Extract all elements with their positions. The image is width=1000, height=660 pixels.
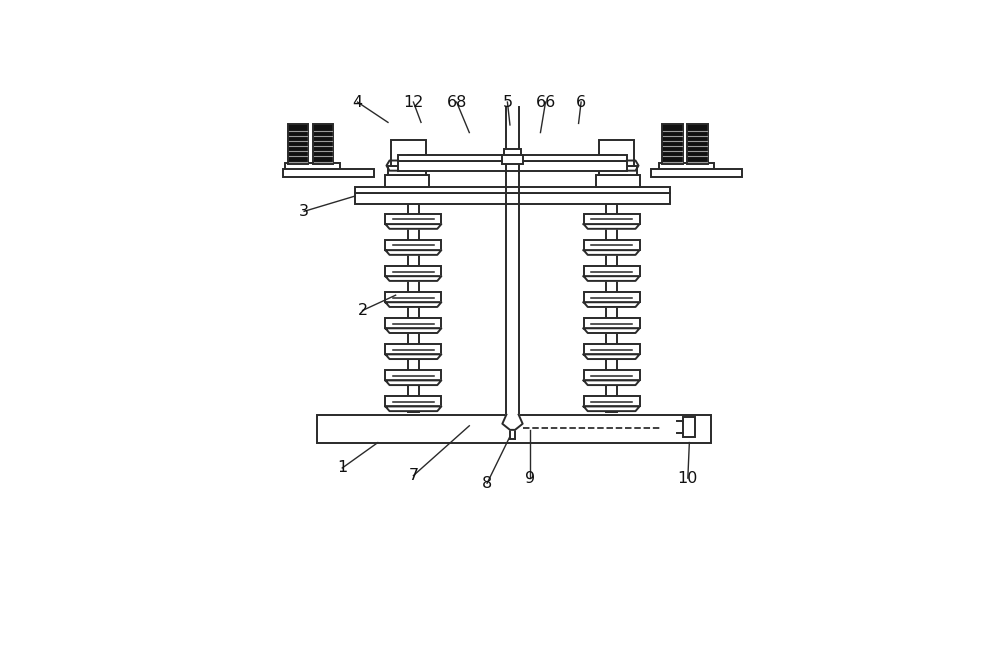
Bar	[408, 204, 419, 412]
Bar	[313, 125, 333, 164]
Polygon shape	[385, 328, 441, 333]
Bar	[584, 214, 640, 224]
Polygon shape	[584, 302, 640, 307]
Bar	[385, 175, 429, 187]
Bar	[283, 169, 374, 177]
Bar	[584, 396, 640, 407]
Polygon shape	[584, 354, 640, 359]
Text: 6: 6	[576, 94, 586, 110]
Polygon shape	[385, 407, 441, 411]
Bar	[355, 193, 670, 204]
Bar	[385, 266, 441, 277]
Bar	[385, 292, 441, 302]
Polygon shape	[502, 414, 523, 430]
Bar	[599, 140, 634, 166]
Bar	[504, 148, 521, 155]
Bar	[584, 344, 640, 354]
Polygon shape	[584, 250, 640, 255]
Polygon shape	[584, 380, 640, 385]
Text: 7: 7	[408, 468, 418, 483]
Bar	[355, 187, 670, 193]
Bar	[659, 162, 714, 170]
Polygon shape	[584, 277, 640, 281]
Text: 3: 3	[299, 204, 309, 219]
Bar	[385, 344, 441, 354]
Bar	[391, 140, 426, 166]
Polygon shape	[385, 380, 441, 385]
Bar	[683, 417, 695, 438]
Bar	[285, 162, 340, 170]
Bar	[687, 125, 708, 164]
Polygon shape	[385, 224, 441, 229]
Polygon shape	[584, 328, 640, 333]
Bar	[584, 370, 640, 380]
Polygon shape	[385, 277, 441, 281]
Bar	[651, 169, 742, 177]
Bar	[288, 125, 308, 164]
Text: 68: 68	[446, 94, 467, 110]
Bar	[599, 166, 637, 175]
Bar	[385, 318, 441, 328]
Text: 5: 5	[502, 94, 512, 110]
Polygon shape	[385, 354, 441, 359]
Bar	[385, 396, 441, 407]
Bar	[502, 155, 523, 164]
Bar	[606, 204, 617, 412]
Bar	[398, 160, 627, 171]
Text: 66: 66	[535, 94, 556, 110]
Bar	[385, 370, 441, 380]
Bar	[398, 156, 627, 160]
Text: 9: 9	[525, 471, 535, 486]
Text: 12: 12	[403, 94, 424, 110]
Text: 8: 8	[482, 476, 492, 491]
Bar	[584, 318, 640, 328]
Text: 4: 4	[352, 94, 363, 110]
Bar	[385, 214, 441, 224]
Bar	[584, 240, 640, 250]
Bar	[317, 414, 711, 443]
Bar	[385, 240, 441, 250]
Bar	[584, 292, 640, 302]
Bar	[584, 266, 640, 277]
Polygon shape	[584, 224, 640, 229]
Bar	[662, 125, 683, 164]
Polygon shape	[385, 302, 441, 307]
Text: 1: 1	[337, 461, 347, 475]
Text: 10: 10	[678, 471, 698, 486]
Bar	[388, 166, 426, 175]
Polygon shape	[584, 407, 640, 411]
Polygon shape	[385, 250, 441, 255]
Text: 2: 2	[358, 303, 368, 318]
Bar	[596, 175, 640, 187]
